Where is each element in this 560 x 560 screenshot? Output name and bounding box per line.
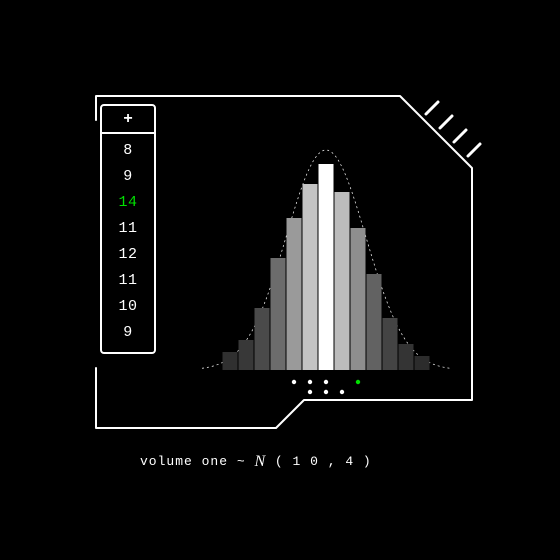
bar xyxy=(287,218,302,370)
indicator-dot xyxy=(324,380,328,384)
panel-value: 8 xyxy=(123,138,133,164)
stage: + 8914111211109 volume one ~ N ( 1 0 , 4… xyxy=(0,0,560,560)
panel-value: 11 xyxy=(118,268,137,294)
bar xyxy=(335,192,350,370)
indicator-dot xyxy=(308,390,312,394)
panel-values: 8914111211109 xyxy=(102,134,154,352)
caption-prefix: volume one ~ xyxy=(140,454,246,469)
bar xyxy=(239,340,254,370)
indicator-dot xyxy=(308,380,312,384)
panel-add-icon[interactable]: + xyxy=(102,106,154,134)
bar xyxy=(399,344,414,370)
bar xyxy=(271,258,286,370)
panel-value: 9 xyxy=(123,164,133,190)
bar xyxy=(319,164,334,370)
panel-value: 14 xyxy=(118,190,137,216)
panel-value: 10 xyxy=(118,294,137,320)
indicator-dot xyxy=(324,390,328,394)
distribution-chart xyxy=(202,130,450,400)
bar xyxy=(415,356,430,370)
bar xyxy=(351,228,366,370)
indicator-dot xyxy=(340,390,344,394)
caption-dist-symbol: N xyxy=(254,453,266,470)
value-panel: + 8914111211109 xyxy=(100,104,156,354)
indicator-dot xyxy=(292,380,296,384)
caption-params: ( 1 0 , 4 ) xyxy=(275,454,372,469)
bar xyxy=(383,318,398,370)
indicator-dot xyxy=(356,380,360,384)
bar xyxy=(367,274,382,370)
panel-value: 12 xyxy=(118,242,137,268)
bar xyxy=(303,184,318,370)
panel-value: 9 xyxy=(123,320,133,346)
caption: volume one ~ N ( 1 0 , 4 ) xyxy=(140,452,372,470)
bar xyxy=(223,352,238,370)
bar xyxy=(255,308,270,370)
panel-value: 11 xyxy=(118,216,137,242)
